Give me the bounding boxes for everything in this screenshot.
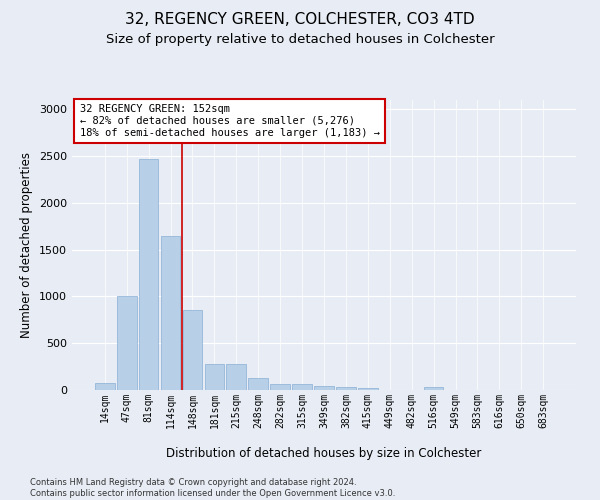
Bar bbox=[226, 364, 246, 390]
Bar bbox=[139, 159, 158, 390]
Bar bbox=[336, 386, 356, 390]
Text: Contains HM Land Registry data © Crown copyright and database right 2024.
Contai: Contains HM Land Registry data © Crown c… bbox=[30, 478, 395, 498]
Bar bbox=[358, 388, 378, 390]
Y-axis label: Number of detached properties: Number of detached properties bbox=[20, 152, 34, 338]
Text: 32, REGENCY GREEN, COLCHESTER, CO3 4TD: 32, REGENCY GREEN, COLCHESTER, CO3 4TD bbox=[125, 12, 475, 28]
Bar bbox=[314, 386, 334, 390]
Bar bbox=[205, 364, 224, 390]
Bar bbox=[161, 236, 181, 390]
Text: 32 REGENCY GREEN: 152sqm
← 82% of detached houses are smaller (5,276)
18% of sem: 32 REGENCY GREEN: 152sqm ← 82% of detach… bbox=[80, 104, 380, 138]
Bar bbox=[292, 384, 312, 390]
Bar bbox=[424, 387, 443, 390]
Bar bbox=[248, 378, 268, 390]
Bar bbox=[117, 296, 137, 390]
Bar bbox=[182, 310, 202, 390]
Text: Size of property relative to detached houses in Colchester: Size of property relative to detached ho… bbox=[106, 32, 494, 46]
Bar bbox=[270, 384, 290, 390]
Text: Distribution of detached houses by size in Colchester: Distribution of detached houses by size … bbox=[166, 448, 482, 460]
Bar bbox=[95, 383, 115, 390]
